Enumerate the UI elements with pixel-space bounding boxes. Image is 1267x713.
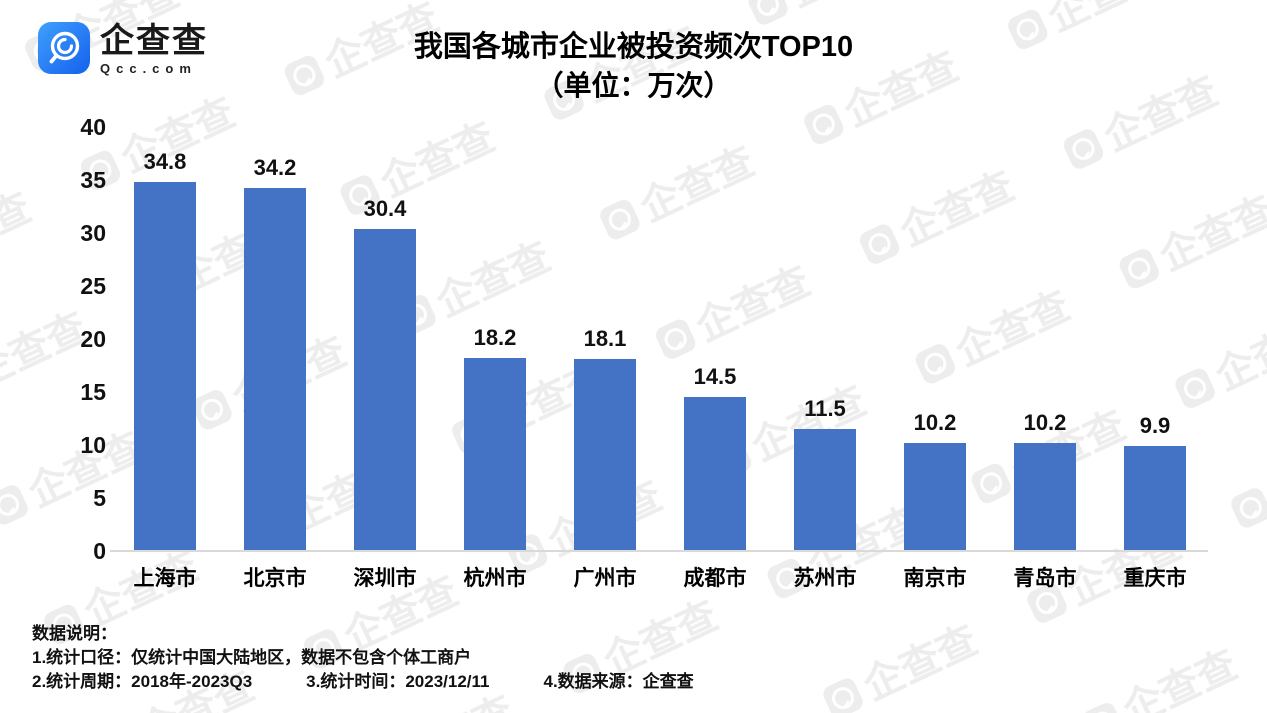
x-axis-label: 北京市 [243,567,307,590]
bar [1014,442,1076,551]
bar [904,442,966,551]
bar-value-label: 18.2 [473,325,517,351]
x-axis-label: 广州市 [573,567,637,590]
bar [464,358,526,551]
bar-group: 18.1 [550,127,660,551]
bar-value-label: 18.1 [583,326,627,352]
x-axis-label: 杭州市 [463,567,527,590]
y-axis-tick: 30 [80,220,106,246]
chart-title-line1: 我国各城市企业被投资频次TOP10 [413,31,854,63]
bar-group: 11.5 [770,127,880,551]
bar-value-label: 34.2 [253,155,297,181]
x-axis-label: 苏州市 [793,567,857,590]
y-axis-tick: 5 [93,485,106,511]
bar [134,182,196,551]
bar-value-label: 34.8 [143,149,187,175]
y-axis-tick: 20 [80,326,106,352]
bar-value-label: 9.9 [1139,413,1171,439]
bar-group: 10.2 [880,127,990,551]
chart-title-unit: （单位：万次） [535,70,732,101]
bar-value-label: 11.5 [804,396,846,422]
bar-value-label: 10.2 [1023,409,1067,435]
bar [684,397,746,551]
x-axis-label: 南京市 [903,567,967,590]
bar-value-label: 14.5 [693,364,737,390]
note-statistic-scope: 1.统计口径：仅统计中国大陆地区，数据不包含个体工商户 [32,648,472,667]
bar [354,228,416,551]
bar-group: 14.5 [660,127,770,551]
y-axis-tick: 15 [80,379,106,405]
x-axis-label: 上海市 [133,567,197,590]
note-row: 2.统计周期：2018年-2023Q3 3.统计时间：2023/12/11 4.… [32,670,694,694]
data-notes: 数据说明： 1.统计口径：仅统计中国大陆地区，数据不包含个体工商户 2.统计周期… [32,622,694,694]
note-time: 3.统计时间：2023/12/11 [306,672,490,691]
bar-value-label: 30.4 [363,195,407,221]
x-axis-label: 青岛市 [1013,567,1077,590]
bar [1124,446,1186,551]
bar-group: 30.4 [330,127,440,551]
bar-group: 10.2 [990,127,1100,551]
bar-group: 34.8 [110,127,220,551]
note-source: 4.数据来源：企查查 [543,672,694,691]
x-axis-line [110,550,1208,552]
bar-group: 34.2 [220,127,330,551]
y-axis: 0 5 10 15 20 25 30 35 40 [36,0,106,600]
x-axis-labels: 上海市 北京市 深圳市 杭州市 广州市 成都市 苏州市 南京市 青岛市 重庆市 [110,566,1210,592]
x-axis-label: 重庆市 [1123,567,1187,590]
y-axis-tick: 0 [93,538,106,564]
bar-value-label: 10.2 [913,409,957,435]
x-axis-label: 深圳市 [353,567,417,590]
bar-group: 18.2 [440,127,550,551]
y-axis-tick: 40 [80,114,106,140]
bar-group: 9.9 [1100,127,1210,551]
bar-plot-area: 34.8 34.2 30.4 18.2 18.1 14.5 11.5 10.2 10.2 9.9 [110,127,1210,551]
bar [794,429,856,551]
chart-title: 我国各城市企业被投资频次TOP10 （单位：万次） [0,28,1267,106]
y-axis-tick: 10 [80,432,106,458]
x-axis-label: 成都市 [683,567,747,590]
bar [574,359,636,551]
y-axis-tick: 35 [80,167,106,193]
notes-heading: 数据说明： [32,624,117,643]
bar [244,188,306,551]
y-axis-tick: 25 [80,273,106,299]
note-period: 2.统计周期：2018年-2023Q3 [32,672,253,691]
